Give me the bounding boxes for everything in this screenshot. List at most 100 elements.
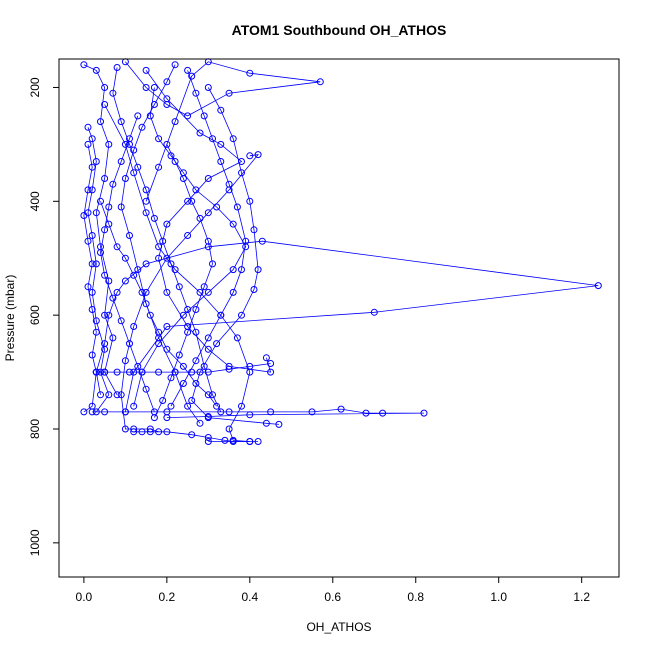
series-line <box>83 64 118 395</box>
data-point <box>250 286 258 293</box>
data-point <box>246 197 254 205</box>
data-point <box>88 135 96 143</box>
data-point <box>121 254 129 262</box>
data-point <box>254 266 262 274</box>
data-point <box>126 232 133 239</box>
profile-series <box>80 237 602 416</box>
data-point <box>167 374 175 382</box>
data-point <box>155 135 163 143</box>
data-point <box>121 425 129 433</box>
data-point <box>192 380 200 387</box>
data-point <box>163 140 171 148</box>
data-point <box>167 402 175 410</box>
data-point <box>126 340 133 348</box>
data-point <box>97 249 104 256</box>
data-point <box>217 140 225 148</box>
data-point <box>163 345 171 353</box>
data-point <box>217 106 225 114</box>
data-point <box>192 306 200 313</box>
data-point <box>97 197 104 205</box>
data-point <box>150 414 158 422</box>
data-point <box>192 89 200 97</box>
data-point <box>204 175 212 182</box>
data-point <box>188 431 196 439</box>
data-point <box>159 397 167 404</box>
profile-series <box>121 58 324 205</box>
data-point <box>163 95 171 103</box>
data-point <box>80 408 88 416</box>
data-point <box>254 151 262 159</box>
data-point <box>225 425 233 433</box>
series-line <box>125 61 321 202</box>
data-point <box>92 408 100 416</box>
series-line <box>104 104 251 442</box>
profile-series <box>92 360 275 376</box>
data-point <box>188 197 196 205</box>
y-axis-label: Pressure (mbar) <box>3 275 17 362</box>
data-point <box>88 186 96 194</box>
data-point <box>213 402 221 410</box>
data-point <box>217 158 225 165</box>
x-tick-label: 0.6 <box>324 590 341 604</box>
data-point <box>163 428 171 436</box>
data-point <box>225 365 233 373</box>
profile-series <box>80 140 104 399</box>
data-point <box>420 409 428 417</box>
data-point <box>184 112 192 120</box>
data-point <box>204 237 212 245</box>
x-tick-label: 0.8 <box>407 590 424 604</box>
data-point <box>246 362 254 370</box>
data-point <box>179 175 187 182</box>
data-point <box>121 175 129 182</box>
data-point <box>258 237 266 245</box>
profile-series <box>130 428 262 445</box>
data-point <box>121 140 129 148</box>
data-point <box>88 260 96 268</box>
data-point <box>163 323 171 330</box>
profile-series <box>117 151 262 436</box>
data-point <box>101 311 109 319</box>
data-point <box>138 428 146 436</box>
series-line <box>145 70 272 373</box>
profile-series <box>88 405 428 422</box>
data-point <box>130 402 138 410</box>
data-point <box>113 288 121 296</box>
data-point <box>171 266 179 274</box>
x-tick-label: 0.0 <box>76 590 93 604</box>
profile-series <box>109 64 225 416</box>
data-point <box>88 408 96 416</box>
data-point <box>238 311 245 319</box>
data-point <box>221 436 229 444</box>
data-point <box>117 118 125 126</box>
data-point <box>130 146 138 154</box>
series-line <box>100 201 217 407</box>
x-tick-label: 1.0 <box>490 590 507 604</box>
data-point <box>155 340 163 348</box>
data-point <box>155 368 163 376</box>
series-line <box>154 144 213 418</box>
data-point <box>225 180 233 188</box>
data-point <box>142 260 150 268</box>
series-line <box>112 67 222 413</box>
y-tick-label: 600 <box>28 305 42 325</box>
data-point <box>200 362 208 370</box>
data-point <box>113 64 121 71</box>
data-point <box>275 420 283 428</box>
data-point <box>204 434 212 441</box>
data-point <box>196 419 204 427</box>
data-point <box>92 209 100 217</box>
data-point <box>163 254 171 262</box>
data-point <box>126 368 133 376</box>
data-point <box>229 220 237 228</box>
data-point <box>105 391 113 399</box>
data-point <box>130 271 138 279</box>
data-point <box>105 203 113 211</box>
data-point <box>200 283 208 291</box>
data-point <box>121 357 129 365</box>
data-point <box>196 214 204 222</box>
data-point <box>188 397 196 404</box>
data-point <box>117 203 125 211</box>
profile-series <box>117 61 204 427</box>
data-point <box>109 180 117 188</box>
